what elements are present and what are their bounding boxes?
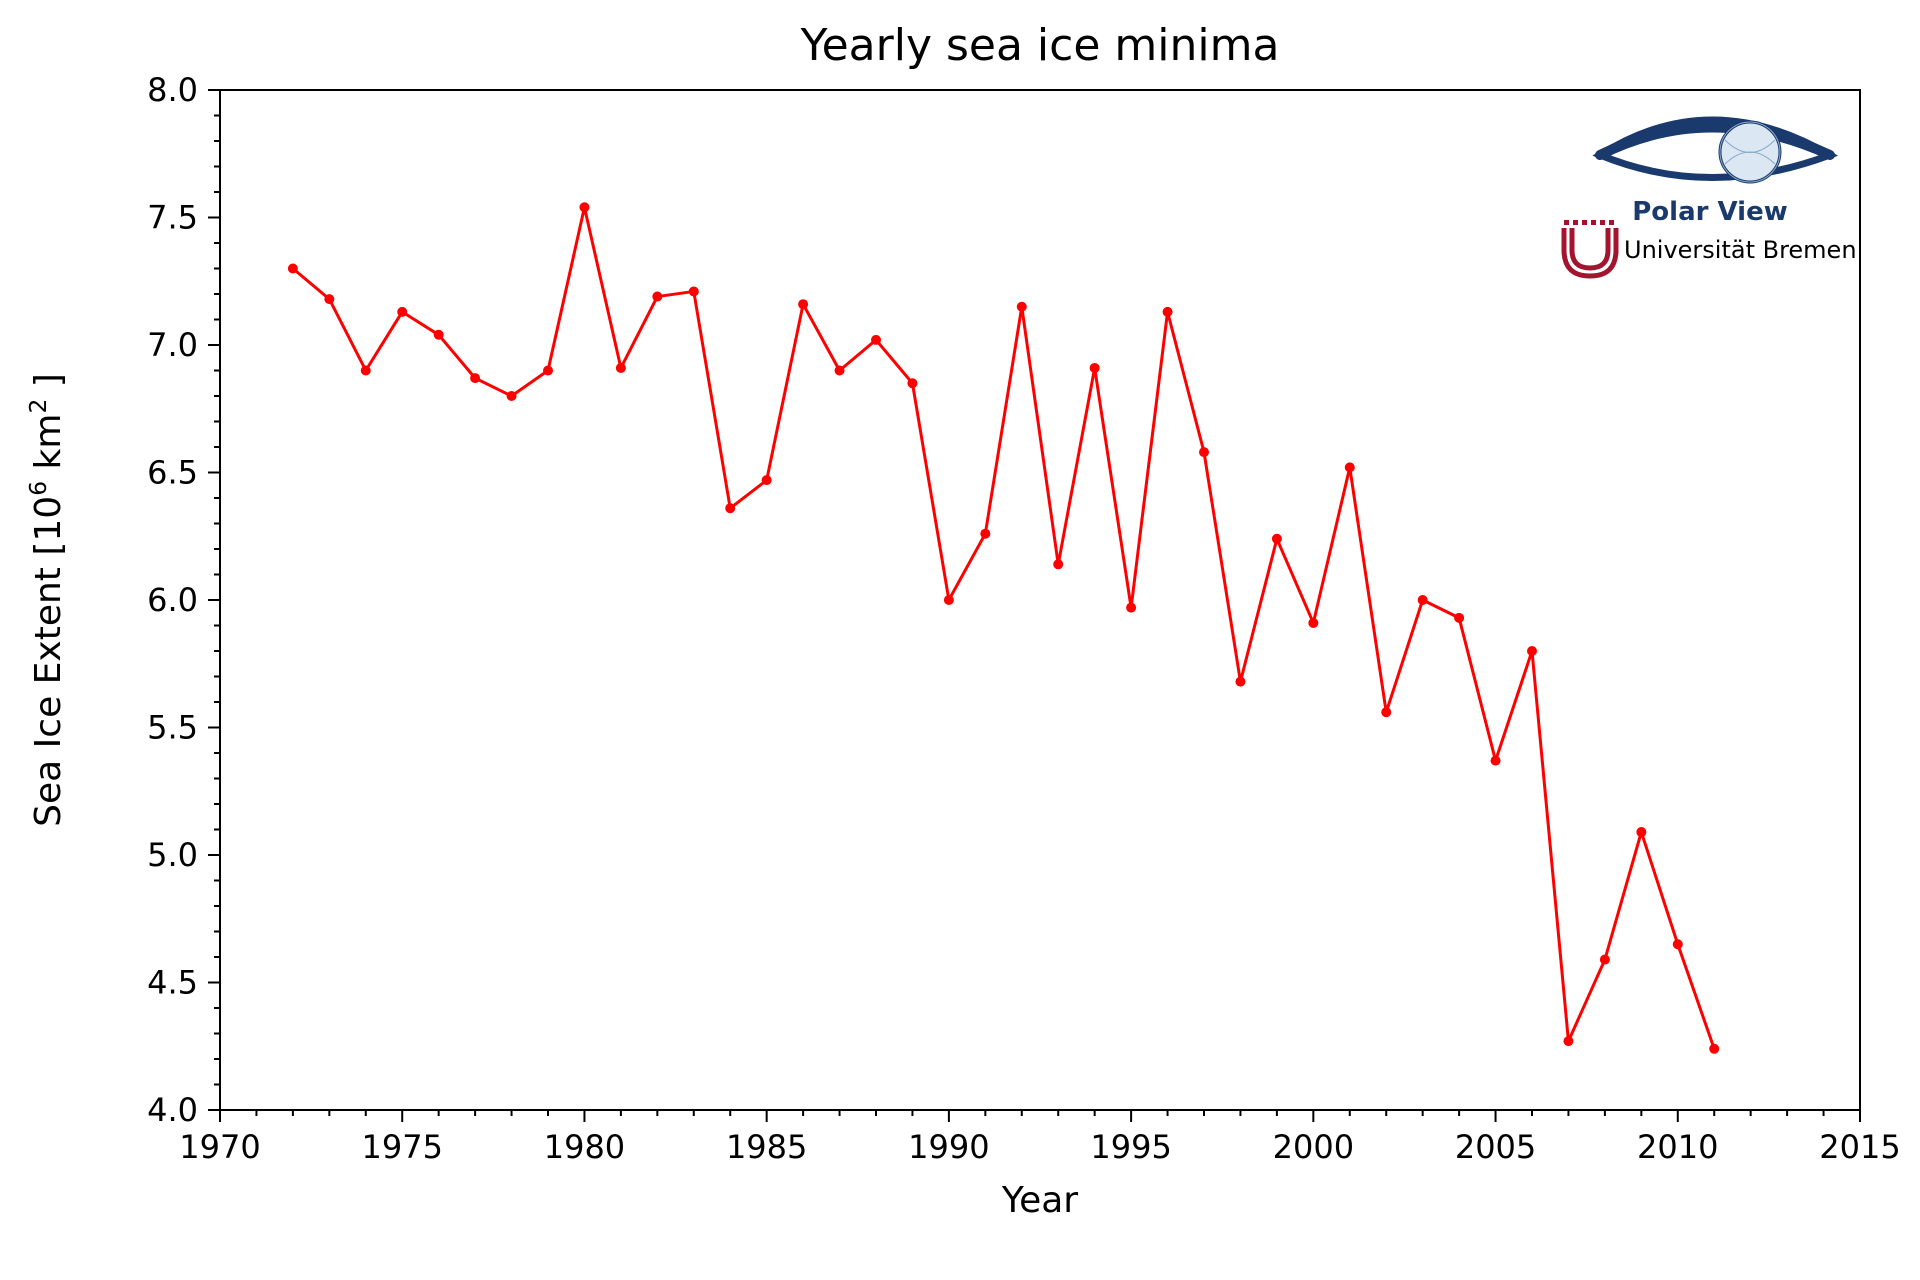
data-marker	[1491, 756, 1501, 766]
data-marker	[361, 366, 371, 376]
data-marker	[1308, 618, 1318, 628]
data-marker	[1345, 462, 1355, 472]
data-marker	[1527, 646, 1537, 656]
x-tick-label: 1980	[544, 1128, 625, 1166]
x-tick-label: 1990	[908, 1128, 989, 1166]
y-tick-label: 4.5	[147, 964, 198, 1002]
data-marker	[762, 475, 772, 485]
data-marker	[1163, 307, 1173, 317]
data-marker	[798, 299, 808, 309]
y-tick-label: 6.5	[147, 454, 198, 492]
y-tick-label: 7.5	[147, 199, 198, 237]
data-marker	[1126, 603, 1136, 613]
y-tick-label: 5.0	[147, 836, 198, 874]
data-marker	[1454, 613, 1464, 623]
chart-title: Yearly sea ice minima	[800, 20, 1280, 71]
y-axis-label: Sea Ice Extent [106 km2 ]	[24, 373, 69, 827]
data-marker	[1199, 447, 1209, 457]
x-tick-label: 1995	[1090, 1128, 1171, 1166]
x-tick-label: 1985	[726, 1128, 807, 1166]
x-tick-label: 2015	[1819, 1128, 1900, 1166]
data-marker	[288, 264, 298, 274]
data-marker	[1563, 1036, 1573, 1046]
x-tick-label: 1975	[362, 1128, 443, 1166]
y-tick-label: 6.0	[147, 581, 198, 619]
line-chart: 1970 1975 1980 1985 1990 1995 2000 2005 2010 2015…	[0, 0, 1920, 1280]
data-marker	[689, 286, 699, 296]
data-marker	[579, 202, 589, 212]
data-marker	[543, 366, 553, 376]
data-marker	[1381, 707, 1391, 717]
y-tick-label: 7.0	[147, 326, 198, 364]
data-marker	[980, 529, 990, 539]
y-tick-label: 5.5	[147, 709, 198, 747]
chart-container: 1970 1975 1980 1985 1990 1995 2000 2005 2010 2015…	[0, 0, 1920, 1280]
data-marker	[616, 363, 626, 373]
data-marker	[434, 330, 444, 340]
data-marker	[397, 307, 407, 317]
data-marker	[652, 292, 662, 302]
polar-view-text: Polar View	[1632, 197, 1787, 227]
x-tick-label: 2005	[1455, 1128, 1536, 1166]
data-marker	[1636, 827, 1646, 837]
data-marker	[1235, 677, 1245, 687]
data-marker	[725, 503, 735, 513]
x-tick-label: 2010	[1637, 1128, 1718, 1166]
chart-bg	[0, 0, 1920, 1280]
y-tick-label: 8.0	[147, 71, 198, 109]
data-marker	[470, 373, 480, 383]
data-marker	[1600, 955, 1610, 965]
data-marker	[1272, 534, 1282, 544]
data-marker	[835, 366, 845, 376]
uni-bremen-text: Universität Bremen	[1624, 236, 1857, 264]
data-marker	[1017, 302, 1027, 312]
data-marker	[507, 391, 517, 401]
data-marker	[1709, 1044, 1719, 1054]
data-marker	[324, 294, 334, 304]
data-marker	[907, 378, 917, 388]
data-marker	[944, 595, 954, 605]
y-tick-label: 4.0	[147, 1091, 198, 1129]
data-marker	[1090, 363, 1100, 373]
data-marker	[1673, 939, 1683, 949]
data-marker	[1418, 595, 1428, 605]
data-marker	[871, 335, 881, 345]
x-axis-label: Year	[1001, 1180, 1078, 1221]
data-marker	[1053, 559, 1063, 569]
x-tick-label: 2000	[1273, 1128, 1354, 1166]
x-tick-label: 1970	[179, 1128, 260, 1166]
